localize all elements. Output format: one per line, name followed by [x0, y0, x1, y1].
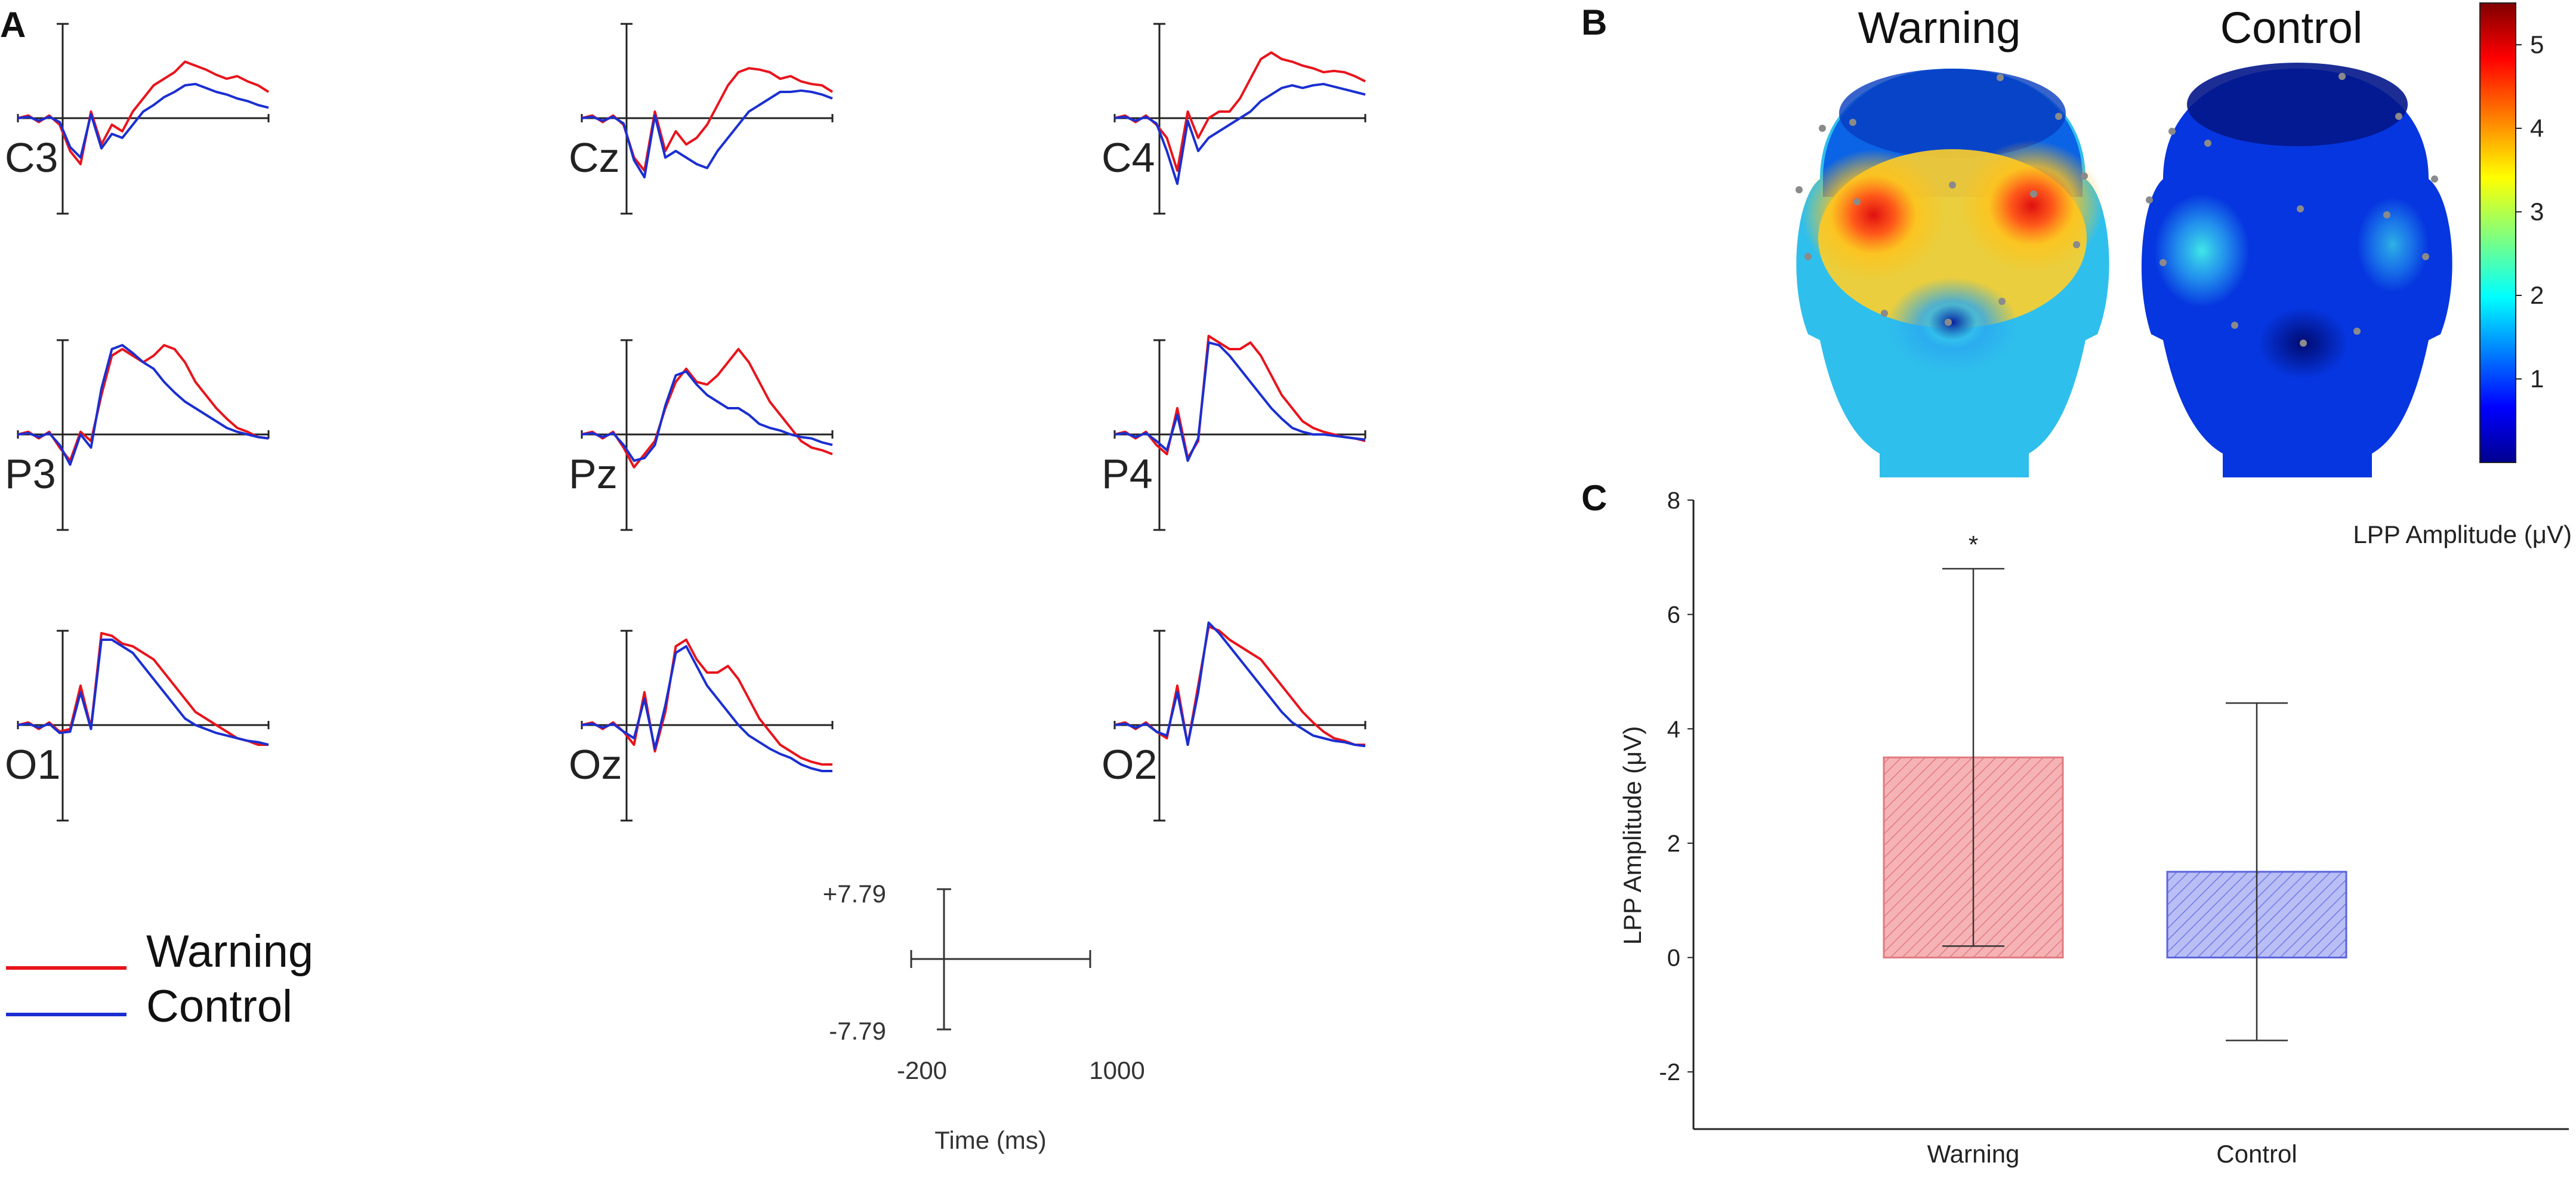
lpp-bar-chart: -2 0 2 4 6 8 Warning * Control	[1659, 488, 2569, 1168]
electrode-label: Oz	[569, 741, 622, 788]
electrode-dot	[2159, 259, 2167, 266]
topomap-title-warning: Warning	[1858, 3, 2021, 53]
electrode-dot	[1997, 74, 2004, 81]
erp-line-warning	[1114, 335, 1366, 460]
colorbar-tick-label: 5	[2530, 30, 2544, 58]
electrode-dot	[2231, 322, 2238, 329]
electrode-dot	[2297, 205, 2304, 212]
erp-plot-c3: C3	[5, 23, 270, 215]
electrode-dot	[2168, 128, 2176, 135]
erp-plot-cz: Cz	[569, 23, 834, 215]
electrode-dot	[1804, 253, 1812, 260]
scale-xlabel: Time (ms)	[934, 1126, 1046, 1154]
electrode-dot	[1819, 125, 1826, 132]
legend-warning-label: Warning	[146, 926, 313, 977]
erp-plot-p3: P3	[5, 339, 270, 531]
erp-line-control	[17, 639, 269, 746]
erp-scale-bar	[910, 888, 1091, 1031]
electrode-dot	[1853, 198, 1861, 205]
electrode-dot	[2395, 113, 2402, 120]
erp-plot-o2: O2	[1102, 621, 1366, 822]
electrode-dot	[1881, 310, 1888, 317]
electrode-dot	[2383, 211, 2390, 218]
panel-label-b: B	[1581, 2, 1607, 42]
scale-top-label: +7.79	[823, 880, 886, 908]
electrode-dot	[2073, 241, 2080, 248]
head-shape-control	[2141, 69, 2452, 477]
erp-waveform-grid: C3 Cz C4 P3 Pz P4 O1 Oz O2	[5, 23, 1366, 822]
legend-control-label: Control	[146, 981, 292, 1032]
electrode-label: P4	[1102, 451, 1153, 497]
electrode-label: Pz	[569, 451, 618, 497]
electrode-dot	[1849, 119, 1856, 126]
topomap-title-control: Control	[2220, 3, 2363, 53]
bar-y-tick-label: 0	[1667, 945, 1680, 972]
electrode-dot	[2081, 172, 2088, 180]
electrode-dot	[1945, 319, 1952, 326]
topomap-warning	[1796, 69, 2109, 477]
electrode-dot	[1998, 298, 2006, 305]
topomap-control	[2141, 63, 2452, 477]
colorbar-tick-label: 4	[2530, 114, 2544, 142]
electrode-label: C3	[5, 134, 58, 181]
bar-chart-ylabel: LPP Amplitude (μV)	[1618, 726, 1646, 945]
electrode-dot	[2431, 175, 2438, 183]
erp-line-control	[581, 645, 832, 772]
electrode-dot	[2300, 340, 2307, 347]
panel-label-a: A	[0, 5, 26, 45]
electrode-dot	[2204, 140, 2211, 147]
electrode-dot	[1796, 186, 1803, 193]
electrode-label: C4	[1102, 134, 1155, 181]
electrode-label: Cz	[569, 134, 620, 181]
erp-line-warning	[581, 348, 833, 468]
bar-category-label: Warning	[1927, 1140, 2020, 1168]
left-activation-control	[2154, 194, 2250, 307]
scale-x-end-label: 1000	[1089, 1056, 1144, 1084]
electrode-label: O2	[1102, 741, 1157, 788]
erp-line-control	[1114, 341, 1366, 462]
electrode-dot	[2146, 196, 2153, 203]
bar-y-tick-label: 4	[1667, 716, 1680, 742]
electrode-label: O1	[5, 741, 60, 788]
bar-y-tick-label: -2	[1659, 1059, 1680, 1086]
colorbar-tick-label: 3	[2530, 198, 2544, 226]
bar-y-tick-label: 6	[1667, 602, 1680, 628]
erp-line-control	[581, 370, 833, 462]
erp-line-control	[17, 82, 269, 159]
erp-line-control	[1114, 82, 1366, 185]
erp-plot-o1: O1	[5, 630, 270, 822]
bar-category-label: Control	[2216, 1140, 2297, 1168]
erp-line-control	[1114, 621, 1366, 748]
left-hotspot	[1802, 149, 1945, 280]
right-hotspot	[1960, 140, 2103, 272]
erp-plot-p4: P4	[1102, 335, 1366, 531]
scale-x-start-label: -200	[897, 1056, 947, 1084]
bar-y-tick-label: 2	[1667, 831, 1680, 857]
colorbar-tick-label: 2	[2530, 281, 2544, 309]
bar-chart-title: LPP Amplitude (μV)	[2353, 520, 2572, 548]
erp-line-control	[581, 89, 833, 178]
erp-legend: Warning Control	[6, 926, 313, 1032]
electrode-dot	[2030, 190, 2037, 198]
erp-plot-c4: C4	[1102, 23, 1366, 215]
electrode-dots	[1796, 73, 2438, 347]
electrode-dot	[2339, 73, 2346, 80]
colorbar-ticks: 1 2 3 4 5	[2516, 30, 2544, 393]
electrode-dot	[1949, 181, 1956, 189]
erp-plot-pz: Pz	[569, 339, 834, 531]
erp-line-control	[17, 344, 269, 466]
colorbar-tick-label: 1	[2530, 365, 2544, 393]
electrode-label: P3	[5, 451, 56, 497]
bar-y-tick-label: 8	[1667, 488, 1680, 514]
scale-bottom-label: -7.79	[829, 1017, 886, 1045]
electrode-dot	[2422, 253, 2429, 260]
electrode-dot	[2353, 328, 2361, 335]
significance-marker: *	[1969, 531, 1978, 559]
electrode-dot	[2055, 113, 2062, 120]
colorbar	[2479, 2, 2516, 463]
erp-plot-oz: Oz	[569, 630, 834, 822]
panel-label-c: C	[1581, 478, 1607, 518]
